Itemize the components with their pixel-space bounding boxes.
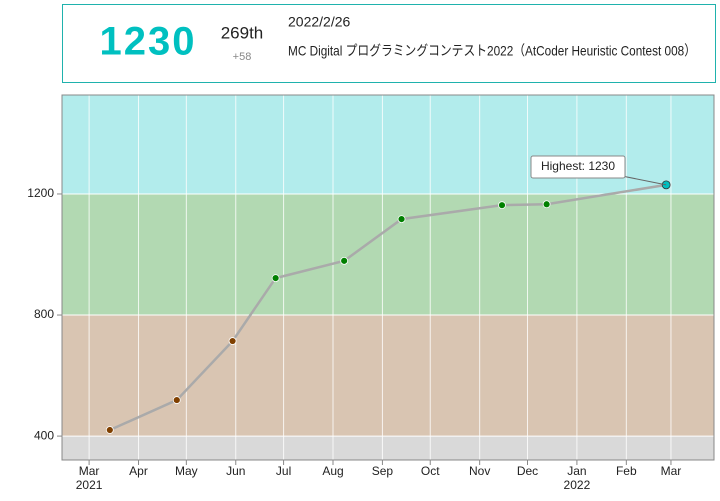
rating-point [105,426,114,434]
header-rank: 269th [221,23,264,42]
y-tick-label: 800 [34,307,54,321]
rating-point [498,201,506,210]
annotation-line [621,175,667,186]
y-tick-label: 1200 [27,186,54,200]
rating-point [340,256,349,265]
rating-band [62,315,714,437]
x-tick-label: Aug [322,464,343,478]
x-tick-label: Mar [661,464,682,478]
rating-band [62,193,714,316]
x-tick-label: Sep [372,464,394,478]
x-tick-label: Oct [421,464,440,478]
annotation-label: Highest: 1230 [541,159,615,173]
header-date: 2022/2/26 [288,14,350,30]
header-box [62,4,716,83]
x-tick-label: Mar 2021 [76,464,103,492]
header-contest: MC Digital プログラミングコンテスト2022（AtCoder Heur… [288,43,696,59]
x-tick-label: Dec [517,464,538,478]
x-tick-label: Jul [276,464,291,478]
annotation-box [530,155,626,179]
x-tick-label: Jun [226,464,245,478]
x-tick-label: Jan 2022 [564,464,591,492]
header-rating: 1230 [100,20,197,64]
rating-band [62,95,714,194]
y-tick-label: 400 [34,428,54,442]
rating-point [397,215,406,223]
x-tick-label: Nov [469,464,490,478]
rating-point [271,274,280,283]
x-tick-label: Feb [616,464,637,478]
rating-band [62,436,714,460]
x-tick-label: May [175,464,198,478]
rating-point [172,396,181,404]
rating-point [542,200,551,209]
header-diff: +58 [233,51,252,63]
plot-frame [61,94,715,461]
x-tick-label: Apr [129,464,148,478]
rating-point [228,337,237,345]
